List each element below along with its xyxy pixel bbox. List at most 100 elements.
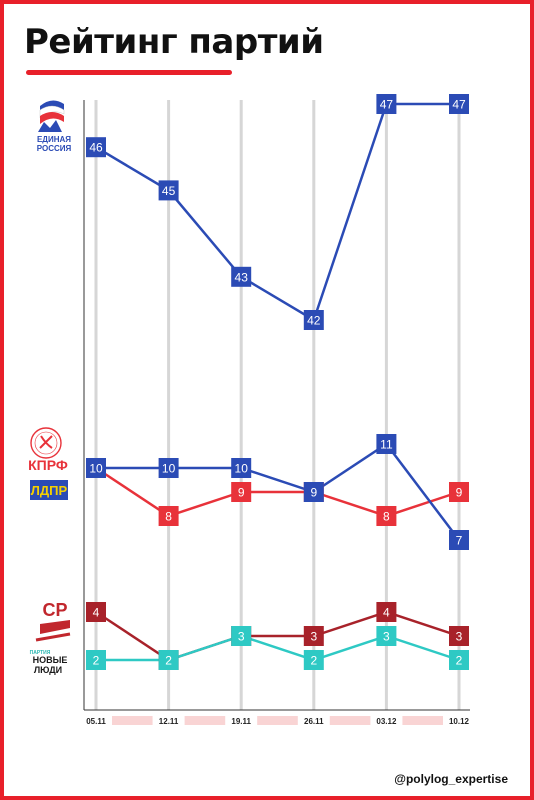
data-label: 10	[235, 462, 249, 476]
nl-logo-small: ПАРТИЯ	[30, 650, 51, 656]
data-marker	[158, 506, 179, 526]
data-marker	[376, 94, 397, 114]
data-point: 9	[231, 482, 252, 502]
data-label: 8	[165, 510, 172, 524]
data-label: 10	[89, 462, 103, 476]
x-tick-label: 19.11	[231, 717, 251, 726]
data-point: 10	[86, 458, 106, 478]
nl-logo-line1: НОВЫЕ	[33, 655, 68, 665]
data-marker	[86, 602, 106, 622]
data-point: 2	[86, 650, 106, 670]
data-point: 3	[303, 626, 324, 646]
ldpr-logo: ЛДПР	[30, 480, 68, 500]
series-line	[95, 102, 459, 322]
kprf-logo-text: КПРФ	[28, 457, 68, 473]
data-label: 9	[238, 486, 245, 500]
data-marker	[376, 602, 397, 622]
x-tick-label: 03.12	[376, 717, 397, 726]
x-axis	[83, 100, 470, 711]
x-axis-band	[402, 716, 443, 725]
data-point: 47	[449, 94, 469, 114]
data-markers: 4645434247471089989101010911742334322323…	[86, 94, 469, 670]
data-point: 3	[449, 626, 469, 646]
data-marker	[231, 266, 252, 287]
data-point: 9	[449, 482, 469, 502]
data-point: 47	[376, 94, 397, 114]
series-line	[96, 634, 460, 662]
x-tick-label: 05.11	[86, 717, 106, 726]
kprf-logo: КПРФ	[28, 427, 68, 473]
data-marker	[231, 482, 252, 502]
edinaya-rossiya-logo: ЕДИНАЯ РОССИЯ	[37, 100, 72, 153]
data-label: 3	[383, 630, 390, 644]
chart-title: Рейтинг партий	[24, 22, 324, 62]
data-marker	[449, 650, 469, 670]
data-label: 11	[380, 438, 393, 452]
data-label: 9	[310, 486, 317, 500]
data-label: 42	[307, 314, 321, 328]
er-logo-line1: ЕДИНАЯ	[37, 135, 71, 144]
data-marker	[376, 434, 397, 454]
data-label: 46	[89, 141, 103, 155]
x-tick-label: 26.11	[304, 717, 324, 726]
data-marker	[158, 458, 179, 478]
data-label: 2	[456, 654, 463, 668]
data-marker	[449, 530, 469, 550]
data-label: 3	[456, 630, 463, 644]
data-label: 47	[452, 98, 466, 112]
series-lines	[95, 102, 460, 662]
data-marker	[303, 310, 324, 330]
data-point: 43	[231, 266, 252, 287]
sr-logo-text: СР	[42, 600, 67, 620]
series-line	[95, 466, 460, 518]
series-line	[95, 610, 460, 662]
nl-logo-line2: ЛЮДИ	[34, 665, 62, 675]
data-marker	[303, 650, 324, 670]
data-label: 4	[93, 606, 100, 620]
data-label: 3	[238, 630, 245, 644]
data-point: 10	[158, 458, 179, 478]
data-marker	[158, 650, 179, 670]
data-marker	[231, 458, 252, 478]
ldpr-logo-text: ЛДПР	[31, 483, 68, 498]
data-label: 45	[162, 184, 176, 198]
title-underline	[26, 70, 232, 75]
data-label: 47	[380, 98, 394, 112]
novye-lyudi-logo: ПАРТИЯ НОВЫЕ ЛЮДИ	[26, 648, 72, 676]
data-label: 9	[456, 486, 463, 500]
data-point: 8	[376, 506, 397, 526]
data-marker	[303, 482, 324, 502]
data-marker	[449, 94, 469, 114]
data-point: 3	[376, 626, 397, 646]
data-marker	[231, 626, 252, 646]
data-point: 3	[231, 626, 252, 646]
data-label: 8	[383, 510, 390, 524]
data-marker	[158, 180, 179, 201]
data-point: 2	[158, 650, 179, 670]
data-point: 4	[376, 602, 397, 622]
x-axis-band	[112, 716, 153, 725]
x-tick-label: 12.11	[159, 717, 179, 726]
data-point: 9	[303, 482, 324, 502]
x-tick-label: 10.12	[449, 717, 470, 726]
data-label: 2	[165, 654, 172, 668]
data-label: 3	[310, 630, 317, 644]
data-point: 11	[376, 434, 397, 454]
data-point: 10	[231, 458, 252, 478]
data-label: 2	[310, 654, 317, 668]
data-point: 42	[303, 310, 324, 330]
data-marker	[86, 137, 106, 158]
data-marker	[376, 506, 397, 526]
data-point: 4	[86, 602, 106, 622]
x-tick-labels: 05.11 12.11 19.11 26.11 03.12 10.12	[86, 716, 470, 726]
data-marker	[303, 626, 324, 646]
data-point: 7	[449, 530, 469, 550]
data-marker	[449, 626, 469, 646]
data-marker	[86, 650, 106, 670]
data-point: 2	[449, 650, 469, 670]
data-label: 43	[235, 270, 249, 284]
er-logo-line2: РОССИЯ	[37, 144, 72, 153]
data-marker	[449, 482, 469, 502]
data-point: 2	[303, 650, 324, 670]
